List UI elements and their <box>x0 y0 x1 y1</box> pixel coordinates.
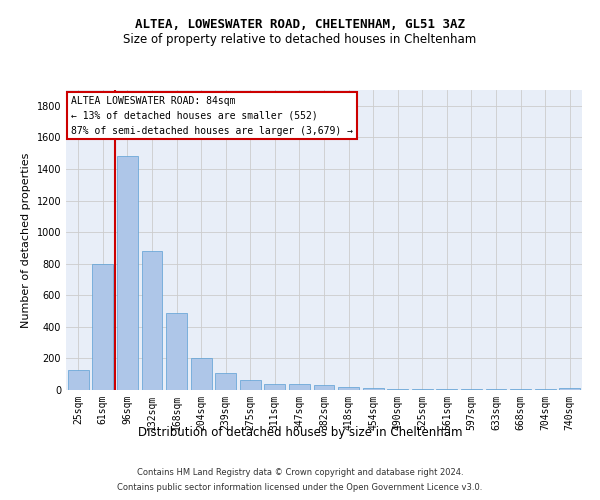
Text: Distribution of detached houses by size in Cheltenham: Distribution of detached houses by size … <box>138 426 462 439</box>
Bar <box>191 358 212 390</box>
Bar <box>117 156 138 390</box>
Text: Contains HM Land Registry data © Crown copyright and database right 2024.: Contains HM Land Registry data © Crown c… <box>137 468 463 477</box>
Bar <box>314 386 334 390</box>
Bar <box>436 389 457 390</box>
Text: Contains public sector information licensed under the Open Government Licence v3: Contains public sector information licen… <box>118 483 482 492</box>
Text: ALTEA, LOWESWATER ROAD, CHELTENHAM, GL51 3AZ: ALTEA, LOWESWATER ROAD, CHELTENHAM, GL51… <box>135 18 465 30</box>
Text: Size of property relative to detached houses in Cheltenham: Size of property relative to detached ho… <box>124 32 476 46</box>
Bar <box>92 264 113 390</box>
Bar <box>240 380 261 390</box>
Bar <box>289 384 310 390</box>
Bar <box>166 312 187 390</box>
Y-axis label: Number of detached properties: Number of detached properties <box>21 152 31 328</box>
Bar <box>510 389 531 390</box>
Bar <box>265 384 286 390</box>
Bar <box>215 374 236 390</box>
Bar <box>412 389 433 390</box>
Bar <box>387 389 408 390</box>
Bar <box>559 388 580 390</box>
Bar <box>362 388 383 390</box>
Bar <box>485 389 506 390</box>
Text: ALTEA LOWESWATER ROAD: 84sqm
← 13% of detached houses are smaller (552)
87% of s: ALTEA LOWESWATER ROAD: 84sqm ← 13% of de… <box>71 96 353 136</box>
Bar <box>68 370 89 390</box>
Bar <box>461 389 482 390</box>
Bar <box>142 251 163 390</box>
Bar <box>535 389 556 390</box>
Bar <box>338 387 359 390</box>
